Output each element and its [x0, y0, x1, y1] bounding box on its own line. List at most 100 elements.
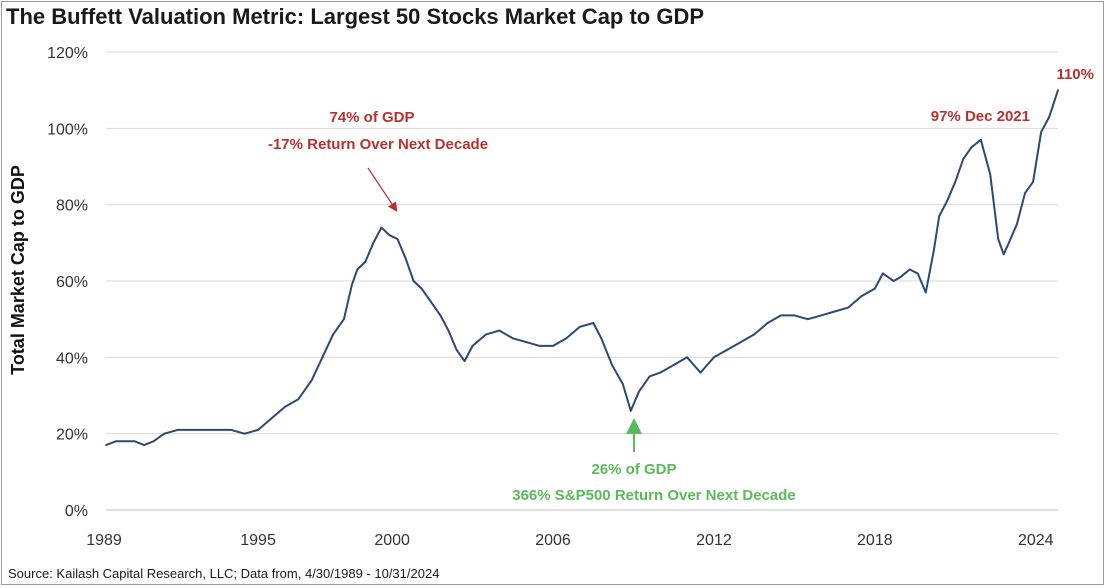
data-point	[860, 295, 863, 298]
y-tick-label: 0%	[65, 503, 88, 520]
data-point	[1002, 253, 1005, 256]
series-line	[105, 89, 1059, 447]
y-axis-ticks: 0% 20% 40% 60% 80% 100% 120%	[47, 45, 88, 520]
data-point	[611, 364, 613, 366]
data-point	[364, 261, 367, 263]
data-point	[455, 348, 458, 351]
data-point	[592, 322, 595, 324]
data-point	[380, 226, 383, 229]
annotation-latest-110: 110%	[1056, 66, 1094, 83]
data-point	[989, 173, 992, 176]
x-tick-label: 2006	[535, 532, 571, 549]
data-point	[498, 329, 501, 332]
data-point	[946, 199, 949, 202]
data-point	[351, 283, 353, 286]
data-point	[659, 371, 662, 374]
data-point	[820, 314, 823, 317]
data-point	[908, 268, 911, 271]
data-point	[332, 333, 334, 336]
data-point	[932, 249, 935, 252]
data-point	[420, 287, 423, 290]
annotation-trough-2009-line2: 366% S&P500 Return Over Next Decade	[512, 487, 795, 504]
data-point	[439, 314, 442, 317]
data-point	[396, 238, 399, 240]
y-tick-label: 80%	[56, 198, 88, 215]
data-point	[511, 337, 514, 340]
data-point	[629, 409, 632, 412]
data-point	[1057, 89, 1059, 92]
data-point	[552, 345, 554, 347]
x-tick-label: 2018	[857, 532, 893, 549]
data-point	[123, 440, 125, 443]
data-point	[793, 314, 796, 317]
data-point	[924, 291, 927, 294]
data-point	[1032, 180, 1034, 183]
data-point	[739, 341, 742, 343]
x-axis-ticks: 1989 1995 2000 2006 2012 2018 2024	[86, 532, 1053, 549]
data-point	[882, 272, 884, 275]
data-point	[471, 345, 474, 347]
data-point	[938, 215, 941, 218]
x-tick-label: 2012	[696, 532, 732, 549]
y-tick-label: 20%	[56, 427, 88, 444]
data-point	[343, 318, 345, 321]
data-point	[203, 429, 206, 431]
chart: 0% 20% 40% 60% 80% 100% 120% 1989 1995 2000 2006 2…	[8, 45, 1094, 549]
data-point	[105, 444, 107, 446]
annotation-peak-2000-line1: 74% of GDP	[329, 109, 414, 126]
data-point	[412, 280, 415, 282]
data-point	[997, 238, 1000, 240]
data-point	[372, 241, 375, 244]
data-point	[780, 314, 782, 317]
series-group	[105, 89, 1059, 447]
data-point	[463, 360, 466, 362]
data-point	[538, 345, 541, 347]
data-point	[216, 429, 219, 431]
x-tick-label: 2000	[374, 532, 410, 549]
data-point	[753, 333, 756, 336]
data-point	[152, 440, 155, 443]
data-point	[638, 390, 640, 393]
y-tick-label: 60%	[56, 274, 88, 291]
data-point	[621, 383, 624, 385]
y-tick-label: 120%	[47, 45, 88, 62]
x-tick-label: 2024	[1018, 532, 1054, 549]
data-point	[962, 158, 965, 160]
gridlines	[106, 51, 1058, 435]
data-point	[648, 375, 651, 378]
data-point	[672, 364, 675, 366]
data-point	[115, 440, 117, 443]
data-point	[916, 272, 919, 275]
chart-title: The Buffett Valuation Metric: Largest 50…	[6, 4, 705, 29]
data-point	[1016, 222, 1018, 225]
data-point	[143, 444, 146, 446]
data-point	[321, 356, 324, 359]
data-point	[726, 348, 729, 351]
data-point	[447, 329, 450, 332]
data-point	[892, 280, 895, 282]
y-tick-label: 100%	[47, 121, 88, 138]
data-point	[970, 146, 973, 149]
x-tick-label: 1995	[240, 532, 276, 549]
data-point	[579, 325, 581, 328]
data-point	[176, 429, 179, 431]
annotation-trough-2009-line1: 26% of GDP	[591, 461, 676, 478]
data-point	[699, 371, 702, 374]
data-point	[190, 429, 192, 431]
data-point	[766, 322, 769, 324]
data-point	[565, 337, 568, 340]
data-point	[847, 306, 849, 309]
annotation-dec-2021: 97% Dec 2021	[931, 108, 1030, 125]
data-point	[310, 379, 313, 382]
annotation-arrow-red	[367, 167, 398, 212]
data-point	[600, 337, 603, 340]
data-point	[485, 333, 487, 336]
data-point	[243, 432, 246, 435]
data-point	[230, 429, 233, 431]
data-point	[954, 180, 957, 183]
data-point	[404, 257, 407, 259]
data-point	[163, 432, 166, 435]
data-point	[806, 318, 809, 321]
data-point	[899, 276, 902, 279]
data-point	[525, 341, 528, 343]
